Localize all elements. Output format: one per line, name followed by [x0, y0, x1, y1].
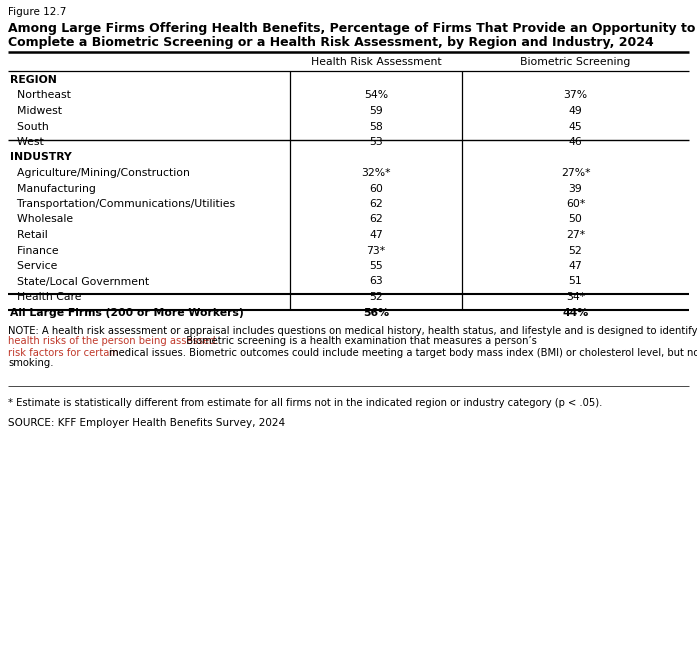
Text: 60: 60	[369, 184, 383, 193]
Text: Service: Service	[10, 261, 57, 271]
Text: 62: 62	[369, 215, 383, 225]
Text: 51: 51	[569, 276, 583, 286]
Text: Northeast: Northeast	[10, 90, 71, 101]
Text: 58: 58	[369, 121, 383, 132]
Text: 63: 63	[369, 276, 383, 286]
Text: 60*: 60*	[566, 199, 585, 209]
Text: SOURCE: KFF Employer Health Benefits Survey, 2024: SOURCE: KFF Employer Health Benefits Sur…	[8, 419, 285, 428]
Text: 34*: 34*	[566, 292, 585, 302]
Text: Midwest: Midwest	[10, 106, 62, 116]
Text: 37%: 37%	[563, 90, 588, 101]
Text: 52: 52	[369, 292, 383, 302]
Text: 47: 47	[569, 261, 583, 271]
Text: 49: 49	[569, 106, 583, 116]
Text: 45: 45	[569, 121, 583, 132]
Text: medical issues. Biometric outcomes could include meeting a target body mass inde: medical issues. Biometric outcomes could…	[109, 347, 697, 358]
Text: 73*: 73*	[367, 245, 385, 256]
Text: 54%: 54%	[364, 90, 388, 101]
Text: 56%: 56%	[363, 308, 389, 317]
Text: 53: 53	[369, 137, 383, 147]
Text: South: South	[10, 121, 49, 132]
Text: Finance: Finance	[10, 245, 59, 256]
Text: Biometric Screening: Biometric Screening	[521, 57, 631, 67]
Text: smoking.: smoking.	[8, 358, 54, 369]
Text: All Large Firms (200 or More Workers): All Large Firms (200 or More Workers)	[10, 308, 244, 317]
Text: Agriculture/Mining/Construction: Agriculture/Mining/Construction	[10, 168, 190, 178]
Text: State/Local Government: State/Local Government	[10, 276, 149, 286]
Text: Manufacturing: Manufacturing	[10, 184, 96, 193]
Text: Transportation/Communications/Utilities: Transportation/Communications/Utilities	[10, 199, 235, 209]
Text: 47: 47	[369, 230, 383, 240]
Text: Among Large Firms Offering Health Benefits, Percentage of Firms That Provide an : Among Large Firms Offering Health Benefi…	[8, 22, 696, 35]
Text: * Estimate is statistically different from estimate for all firms not in the ind: * Estimate is statistically different fr…	[8, 398, 602, 408]
Text: 32%*: 32%*	[361, 168, 391, 178]
Text: 27%*: 27%*	[561, 168, 590, 178]
Text: health risks of the person being assessed.: health risks of the person being assesse…	[8, 336, 219, 347]
Text: Figure 12.7: Figure 12.7	[8, 7, 66, 17]
Text: 44%: 44%	[562, 308, 589, 317]
Text: West: West	[10, 137, 44, 147]
Text: 55: 55	[369, 261, 383, 271]
Text: Health Care: Health Care	[10, 292, 82, 302]
Text: Retail: Retail	[10, 230, 48, 240]
Text: INDUSTRY: INDUSTRY	[10, 153, 72, 162]
Text: Wholesale: Wholesale	[10, 215, 73, 225]
Text: risk factors for certain: risk factors for certain	[8, 347, 118, 358]
Text: 59: 59	[369, 106, 383, 116]
Text: NOTE: A health risk assessment or appraisal includes questions on medical histor: NOTE: A health risk assessment or apprai…	[8, 326, 697, 336]
Text: 39: 39	[569, 184, 583, 193]
Text: REGION: REGION	[10, 75, 57, 85]
Text: 46: 46	[569, 137, 583, 147]
Text: Health Risk Assessment: Health Risk Assessment	[311, 57, 441, 67]
Text: 50: 50	[569, 215, 583, 225]
Text: 27*: 27*	[566, 230, 585, 240]
Text: Complete a Biometric Screening or a Health Risk Assessment, by Region and Indust: Complete a Biometric Screening or a Heal…	[8, 36, 654, 49]
Text: Biometric screening is a health examination that measures a person’s: Biometric screening is a health examinat…	[180, 336, 537, 347]
Text: 62: 62	[369, 199, 383, 209]
Text: 52: 52	[569, 245, 583, 256]
